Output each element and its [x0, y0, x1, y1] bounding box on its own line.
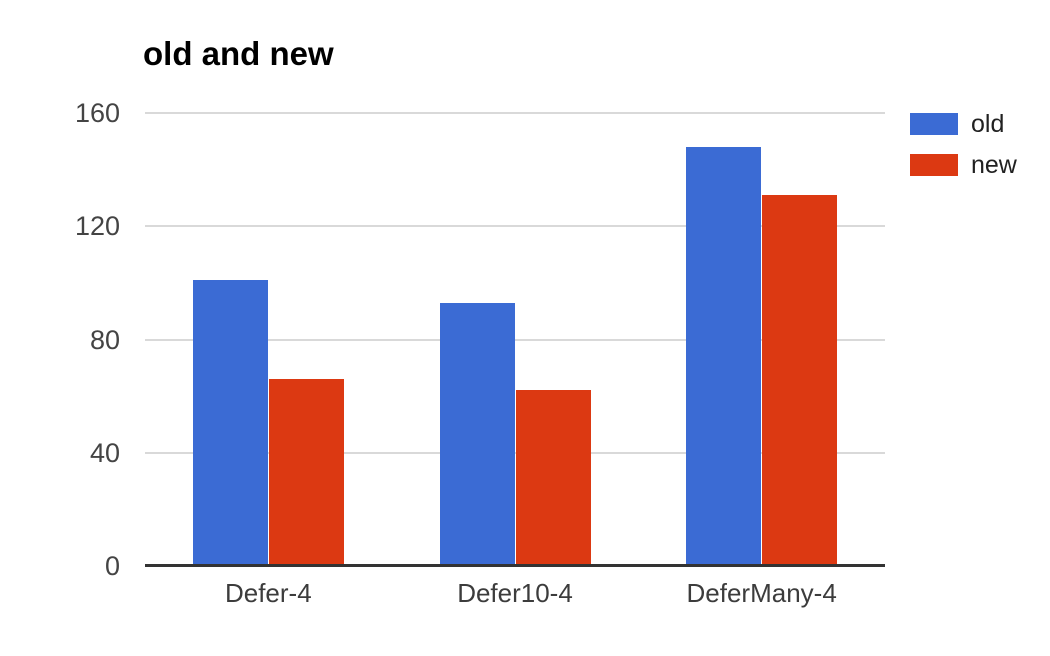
legend-label-old: old	[971, 110, 1005, 138]
chart-title: old and new	[143, 35, 334, 72]
legend-label-new: new	[971, 151, 1017, 179]
x-axis-line	[145, 564, 885, 567]
bar-new-DeferMany-4[interactable]	[762, 195, 838, 566]
x-category-label-Defer10-4: Defer10-4	[457, 578, 573, 608]
gridline-120	[145, 225, 885, 228]
legend-swatch-new	[910, 154, 958, 176]
y-tick-label-120: 120	[74, 211, 120, 242]
legend-swatch-old	[910, 113, 958, 135]
legend-item-new[interactable]: new	[910, 152, 1017, 178]
legend-item-old[interactable]: old	[910, 111, 1017, 137]
bar-old-Defer10-4[interactable]	[439, 302, 515, 566]
x-category-label-Defer-4: Defer-4	[224, 578, 312, 608]
bar-old-Defer-4[interactable]	[192, 280, 268, 566]
gridline-160	[145, 112, 885, 114]
bar-new-Defer-4[interactable]	[268, 379, 344, 566]
x-category-label-DeferMany-4: DeferMany-4	[686, 578, 837, 608]
bar-new-Defer10-4[interactable]	[515, 390, 591, 566]
gridline-40	[145, 451, 885, 454]
legend: old new	[910, 111, 1017, 193]
y-tick-label-160: 160	[74, 98, 120, 128]
bar-old-DeferMany-4[interactable]	[686, 146, 762, 566]
y-tick-label-80: 80	[89, 324, 120, 355]
y-tick-label-0: 0	[104, 551, 120, 581]
y-tick-label-40: 40	[89, 437, 120, 468]
gridline-80	[145, 338, 885, 341]
